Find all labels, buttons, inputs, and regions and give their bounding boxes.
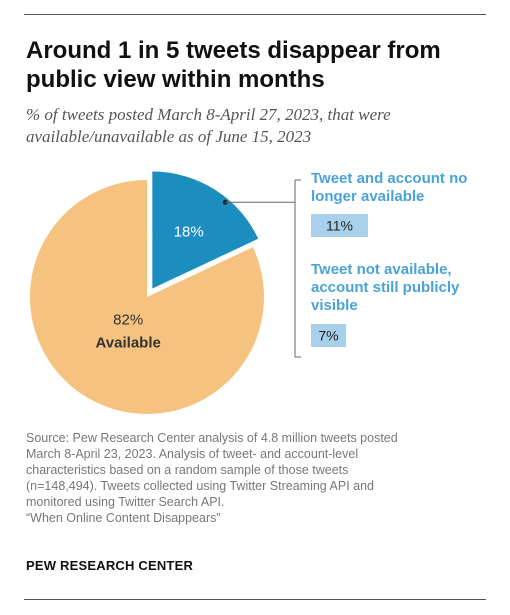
breakdown-value-label: 11% [326, 218, 353, 234]
source-line: (n=148,494). Tweets collected using Twit… [26, 479, 375, 493]
source-line: Source: Pew Research Center analysis of … [26, 431, 398, 445]
breakdown-value-box [311, 214, 368, 237]
pie-chart: 18% 82% Available Tweet and account nolong… [30, 170, 467, 415]
source-line: characteristics based on a random sample… [26, 463, 349, 477]
source-line: monitored using Twitter Search API. [26, 495, 225, 509]
pie-layer: 18% 82% Available [30, 171, 265, 415]
chart-subtitle: % of tweets posted March 8-April 27, 202… [26, 105, 391, 146]
breakdown-label: longer available [311, 188, 424, 205]
slice-category-label: Available [96, 335, 161, 352]
slice-value-label: 82% [113, 312, 143, 329]
bottom-rule [24, 599, 486, 600]
top-rule [24, 14, 486, 15]
breakdown-value-box [311, 324, 346, 347]
breakdown-label: Tweet not available, [311, 261, 452, 278]
slice-value-label: 18% [174, 223, 204, 240]
source-line: March 8-April 23, 2023. Analysis of twee… [26, 447, 359, 461]
brand-logo-text: PEW RESEARCH CENTER [26, 558, 194, 573]
pie-slice-available [30, 180, 265, 415]
source-line: “When Online Content Disappears” [26, 511, 221, 525]
chart-title: Around 1 in 5 tweets disappear from publ… [26, 37, 441, 93]
breakdown-label: Tweet and account no [311, 170, 467, 187]
breakdown-label: visible [311, 297, 358, 314]
pie-slice-unavailable [152, 171, 259, 289]
source-note: Source: Pew Research Center analysis of … [26, 430, 496, 526]
breakdown-value-label: 7% [318, 328, 338, 344]
breakdown-label: account still publicly [311, 279, 460, 296]
